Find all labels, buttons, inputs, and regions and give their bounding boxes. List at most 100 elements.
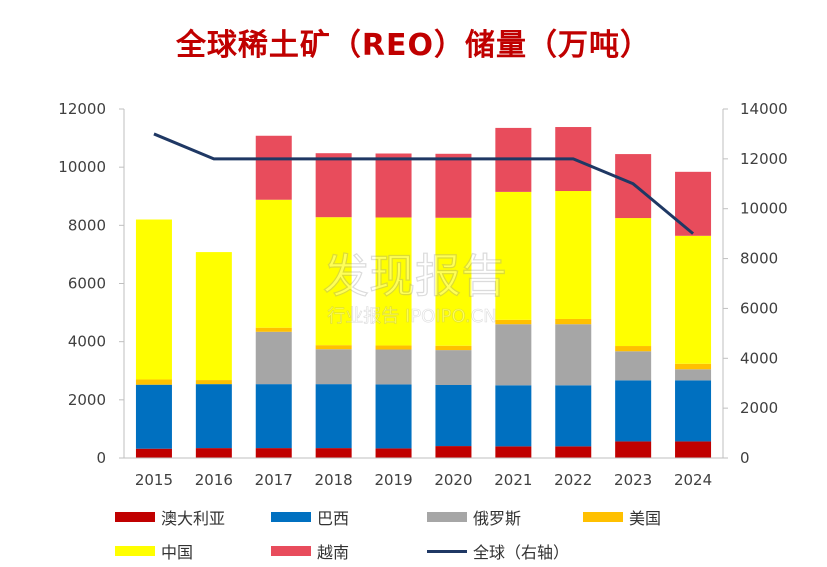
bar-2020-澳大利亚 <box>435 446 472 458</box>
left-tick-label: 2000 <box>68 391 106 409</box>
legend-item: 巴西 <box>271 505 427 529</box>
bar-2017-俄罗斯 <box>255 331 292 385</box>
bar-2017-澳大利亚 <box>255 448 292 458</box>
left-tick-label: 4000 <box>68 333 106 351</box>
bar-2015-澳大利亚 <box>135 448 172 458</box>
legend-label: 美国 <box>629 509 662 528</box>
legend-label: 俄罗斯 <box>473 509 522 528</box>
legend-item: 美国 <box>583 505 739 529</box>
legend-item: 澳大利亚 <box>115 505 271 529</box>
bar-2018-澳大利亚 <box>315 448 352 458</box>
bar-2018-巴西 <box>315 384 352 449</box>
bar-2017-中国 <box>255 199 292 328</box>
legend-label: 越南 <box>317 543 350 562</box>
watermark-logo: 发现报告 行业报告 IPOIPO.CN <box>322 248 507 327</box>
bar-2023-越南 <box>615 154 652 219</box>
legend-item: 中国 <box>115 539 271 563</box>
bar-2024-越南 <box>675 171 712 236</box>
bar-2017-美国 <box>255 327 292 332</box>
bar-2021-中国 <box>495 191 532 320</box>
right-tick-label: 14000 <box>740 100 788 118</box>
bar-2020-巴西 <box>435 385 472 447</box>
bar-2021-澳大利亚 <box>495 446 532 458</box>
bar-2016-巴西 <box>195 384 232 449</box>
x-tick-label: 2017 <box>255 471 293 489</box>
bar-2019-俄罗斯 <box>375 349 412 385</box>
legend-label: 全球（右轴） <box>473 543 570 562</box>
legend-swatch <box>271 546 311 556</box>
left-tick-label: 10000 <box>58 158 106 176</box>
bar-2023-俄罗斯 <box>615 351 652 381</box>
left-tick-label: 6000 <box>68 275 106 293</box>
bar-2022-美国 <box>555 318 592 325</box>
bar-2015-中国 <box>135 219 172 380</box>
bar-2023-澳大利亚 <box>615 441 652 458</box>
bar-2016-中国 <box>195 252 232 381</box>
bar-2022-中国 <box>555 191 592 319</box>
bar-2020-美国 <box>435 345 472 351</box>
bar-2019-澳大利亚 <box>375 448 412 458</box>
legend-item: 全球（右轴） <box>427 539 583 563</box>
x-tick-label: 2016 <box>195 471 233 489</box>
legend-swatch <box>583 512 623 522</box>
bar-2021-美国 <box>495 319 532 325</box>
left-tick-label: 8000 <box>68 216 106 234</box>
legend-swatch <box>115 546 155 556</box>
legend-swatch <box>115 512 155 522</box>
line-global-reserves <box>153 132 695 235</box>
bar-2023-巴西 <box>615 380 652 442</box>
legend-swatch <box>271 512 311 522</box>
x-tick-label: 2020 <box>434 471 472 489</box>
right-tick-label: 6000 <box>740 299 778 317</box>
bar-2022-巴西 <box>555 385 592 447</box>
bar-2020-俄罗斯 <box>435 350 472 386</box>
bar-2020-中国 <box>435 217 472 346</box>
right-tick-label: 12000 <box>740 150 788 168</box>
right-tick-label: 4000 <box>740 349 778 367</box>
bar-2019-越南 <box>375 153 412 218</box>
bar-2016-澳大利亚 <box>195 448 232 458</box>
legend-swatch <box>427 512 467 522</box>
x-tick-label: 2015 <box>135 471 173 489</box>
bar-2018-美国 <box>315 345 352 350</box>
bar-2022-俄罗斯 <box>555 324 592 386</box>
bar-2024-美国 <box>675 363 712 370</box>
bar-2023-美国 <box>615 346 652 352</box>
x-tick-label: 2024 <box>674 471 712 489</box>
x-tick-label: 2022 <box>554 471 592 489</box>
bar-2024-澳大利亚 <box>675 441 712 458</box>
x-tick-label: 2018 <box>315 471 353 489</box>
bar-2023-中国 <box>615 218 652 347</box>
bar-2024-中国 <box>675 235 712 364</box>
left-tick-label: 0 <box>96 449 106 467</box>
legend-label: 澳大利亚 <box>161 509 226 528</box>
svg-text:行业报告 IPOIPO.CN: 行业报告 IPOIPO.CN <box>327 306 496 327</box>
bar-2021-巴西 <box>495 385 532 447</box>
bar-2019-巴西 <box>375 384 412 449</box>
bar-2015-美国 <box>135 379 172 385</box>
bar-2015-巴西 <box>135 384 172 449</box>
right-tick-label: 10000 <box>740 200 788 218</box>
bar-2022-澳大利亚 <box>555 446 592 458</box>
chart-legend: 澳大利亚 巴西 俄罗斯 美国中国 越南 全球（右轴） <box>115 505 795 563</box>
chart-title: 全球稀土矿（REO）储量（万吨） <box>175 28 652 63</box>
svg-text:发现报告: 发现报告 <box>323 249 507 303</box>
right-tick-label: 8000 <box>740 250 778 268</box>
x-tick-label: 2023 <box>614 471 652 489</box>
bar-2020-越南 <box>435 153 472 218</box>
stacked-bar-line-chart: 0 2000 4000 6000 8000 10000 12000 0 2000 4000 600… <box>58 100 788 489</box>
bar-2018-俄罗斯 <box>315 349 352 385</box>
legend-swatch <box>427 549 467 553</box>
bar-2019-中国 <box>375 217 412 346</box>
bar-2024-俄罗斯 <box>675 369 712 381</box>
x-tick-label: 2019 <box>374 471 412 489</box>
legend-item: 俄罗斯 <box>427 505 583 529</box>
bar-2016-美国 <box>195 380 232 385</box>
right-tick-label: 2000 <box>740 399 778 417</box>
legend-label: 巴西 <box>317 509 350 528</box>
bar-2024-巴西 <box>675 380 712 442</box>
left-tick-label: 12000 <box>58 100 106 118</box>
bar-2021-俄罗斯 <box>495 324 532 386</box>
legend-item: 越南 <box>271 539 427 563</box>
bar-2018-中国 <box>315 217 352 346</box>
